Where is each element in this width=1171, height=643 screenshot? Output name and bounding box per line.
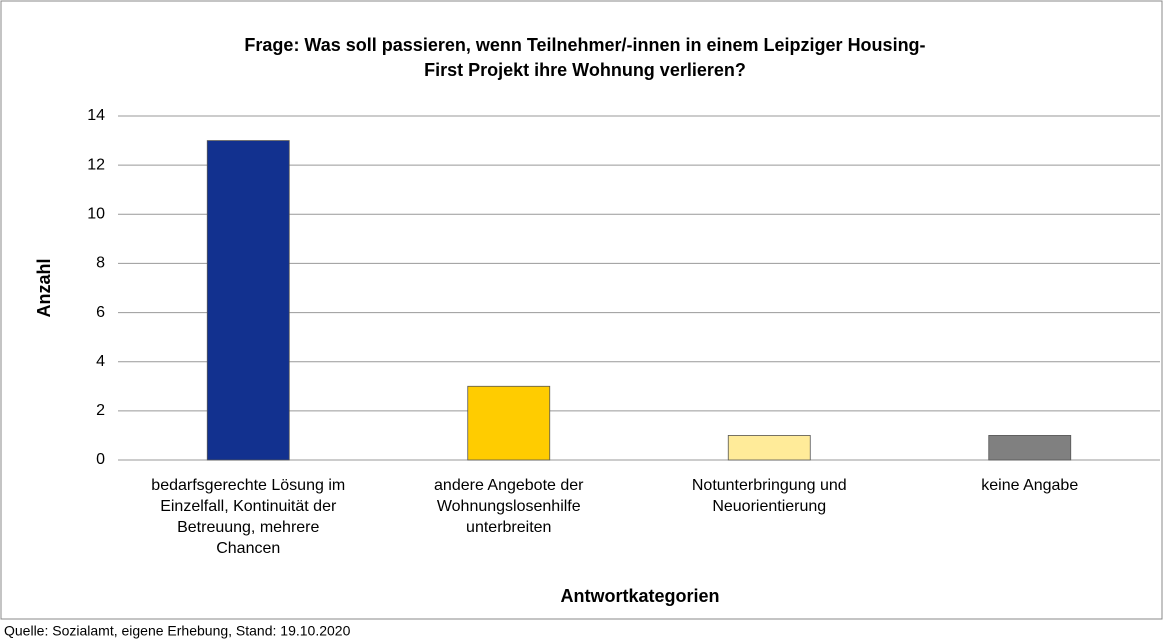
x-tick-label: bedarfsgerechte Lösung im Einzelfall, Ko…: [151, 477, 346, 557]
y-tick-label: 10: [87, 206, 105, 223]
y-tick-label: 0: [96, 451, 105, 468]
source: Quelle: Sozialamt, eigene Erhebung, Stan…: [4, 623, 351, 639]
y-tick-label: 6: [96, 304, 105, 321]
x-axis-label: Antwortkategorien: [560, 586, 719, 606]
x-tick-label: Notunterbringung und Neuorientierung: [691, 477, 847, 515]
y-axis-label: Anzahl: [34, 258, 54, 317]
y-tick-label: 4: [96, 353, 105, 370]
bar: [467, 385, 551, 461]
y-tick-label: 12: [87, 156, 105, 173]
chart-title: Frage: Was soll passieren, wenn Teilnehm…: [244, 35, 926, 80]
x-tick-label: keine Angabe: [981, 477, 1079, 494]
bar: [727, 435, 811, 461]
chart-border: [0, 0, 1163, 620]
x-tick-label: andere Angebote der Wohnungslosenhilfe u…: [434, 477, 584, 536]
y-tick-label: 8: [96, 255, 105, 272]
bar: [206, 140, 290, 461]
y-tick-label: 14: [87, 107, 105, 124]
bar: [988, 435, 1072, 461]
y-tick-label: 2: [96, 402, 105, 419]
